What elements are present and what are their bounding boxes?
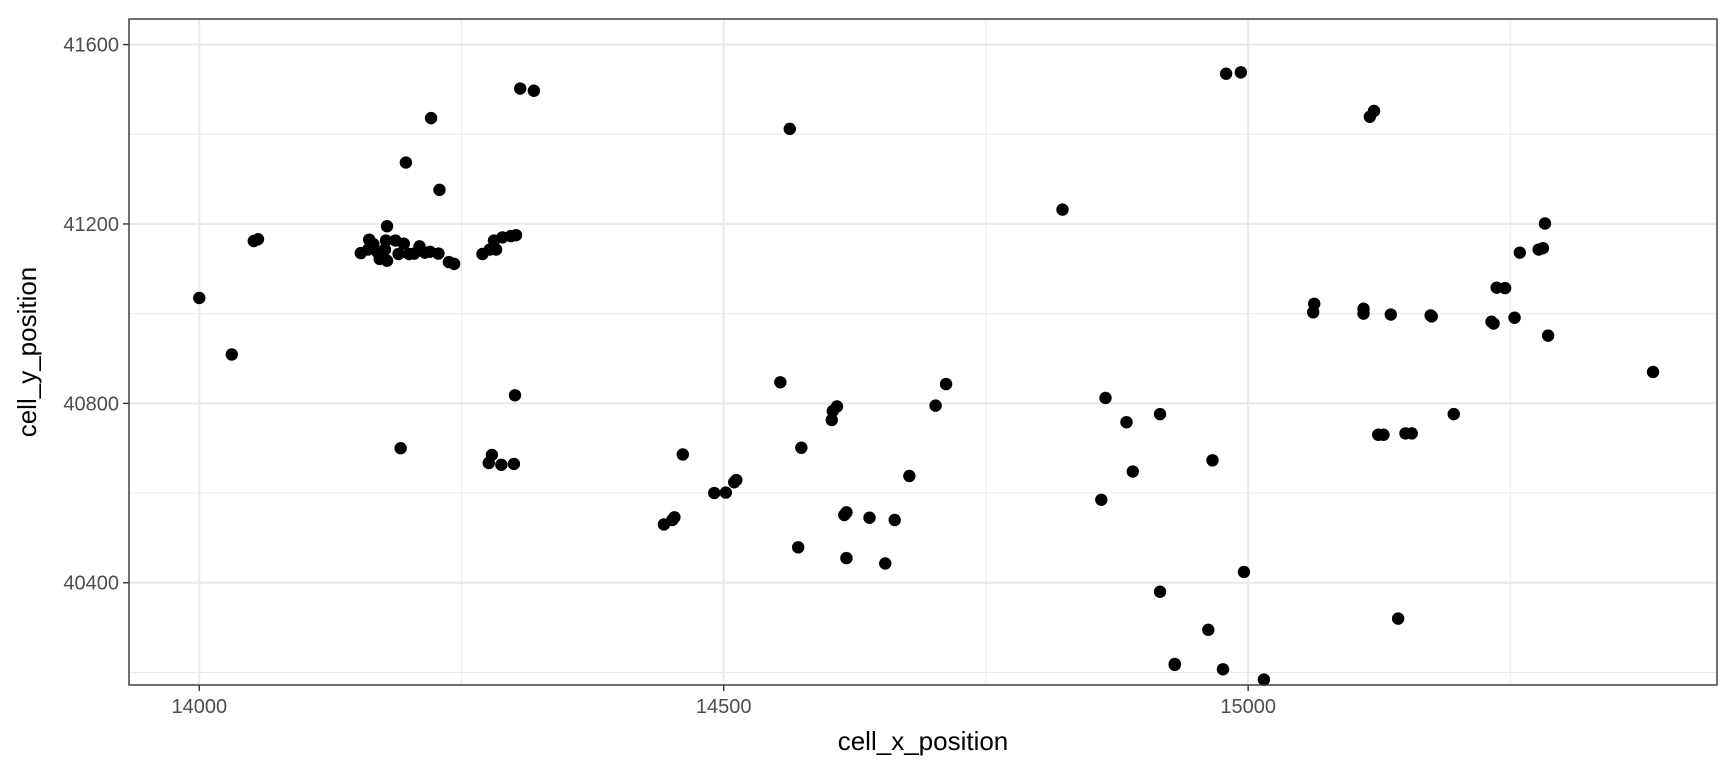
data-point: [225, 348, 238, 361]
minor-gridlines: [129, 19, 1717, 685]
data-point: [939, 377, 953, 391]
data-point: [433, 183, 446, 197]
data-point: [1202, 623, 1215, 637]
data-point: [527, 84, 541, 97]
data-point: [840, 551, 853, 565]
data-point: [514, 82, 527, 95]
y-axis-title: cell_y_position: [12, 267, 42, 438]
data-point: [1646, 365, 1660, 379]
data-point: [507, 457, 521, 471]
x-tick-label: 14000: [171, 696, 227, 718]
axis-tick-labels: 14000 14500 15000 40400 40800 41200 41600: [63, 35, 1276, 718]
data-point: [1384, 308, 1397, 321]
data-point: [447, 257, 461, 271]
data-point: [1405, 427, 1418, 440]
data-point: [1536, 241, 1550, 255]
data-point: [1095, 493, 1108, 506]
data-point: [879, 557, 892, 570]
data-point: [783, 122, 796, 136]
data-point: [668, 511, 681, 524]
data-point: [394, 442, 407, 455]
data-point: [1425, 310, 1438, 323]
data-point: [424, 111, 438, 125]
data-point: [840, 506, 853, 519]
data-point: [1538, 217, 1552, 230]
y-tick-label: 41200: [63, 214, 119, 236]
data-point: [903, 469, 916, 483]
data-point: [791, 541, 805, 554]
data-point: [1541, 329, 1555, 342]
data-point: [1056, 203, 1069, 216]
data-point: [508, 389, 522, 402]
data-point: [1206, 454, 1219, 467]
data-point: [730, 473, 743, 487]
data-point: [1219, 67, 1233, 80]
y-tick-label: 41600: [63, 35, 119, 57]
data-point: [509, 228, 523, 242]
data-point: [825, 413, 838, 427]
data-point: [495, 458, 508, 471]
data-point: [1308, 297, 1321, 310]
data-point: [399, 156, 413, 169]
data-point: [380, 254, 394, 267]
y-tick-label: 40800: [63, 393, 119, 415]
data-point: [795, 441, 808, 454]
data-point: [774, 376, 787, 389]
data-point: [1126, 465, 1139, 478]
data-point: [929, 399, 942, 412]
data-point: [1237, 565, 1251, 579]
data-point: [863, 511, 876, 524]
data-point: [1234, 66, 1248, 79]
axis-ticks: [123, 43, 1249, 691]
data-point: [888, 513, 901, 527]
data-point: [1391, 612, 1405, 625]
x-axis-title: cell_x_position: [838, 726, 1009, 756]
data-point: [1513, 246, 1527, 259]
data-point: [1508, 311, 1521, 324]
data-point: [1357, 302, 1370, 315]
data-point: [708, 486, 721, 500]
data-point: [676, 448, 690, 461]
data-point: [378, 243, 392, 256]
data-point: [1153, 585, 1167, 598]
data-point: [1216, 663, 1230, 676]
data-point: [251, 233, 265, 246]
data-point: [1487, 317, 1500, 330]
data-point: [1120, 415, 1133, 429]
data-point: [380, 220, 394, 233]
x-tick-label: 15000: [1220, 696, 1276, 718]
data-point: [392, 247, 405, 261]
data-point: [193, 291, 206, 305]
data-point: [432, 247, 445, 260]
data-point: [1447, 407, 1460, 421]
data-point: [1377, 428, 1390, 441]
data-point: [1153, 407, 1167, 421]
x-tick-label: 14500: [696, 696, 752, 718]
data-point: [1498, 281, 1512, 295]
data-point: [1099, 391, 1112, 405]
data-point: [1367, 104, 1381, 118]
data-point: [1168, 658, 1181, 672]
panel-border: [128, 18, 1718, 686]
y-tick-label: 40400: [63, 573, 119, 595]
data-point: [830, 400, 844, 413]
data-points: [193, 66, 1660, 686]
data-point: [397, 237, 411, 250]
data-point: [379, 234, 393, 247]
data-point: [485, 448, 499, 462]
data-point: [719, 486, 733, 499]
data-point: [1257, 673, 1271, 686]
